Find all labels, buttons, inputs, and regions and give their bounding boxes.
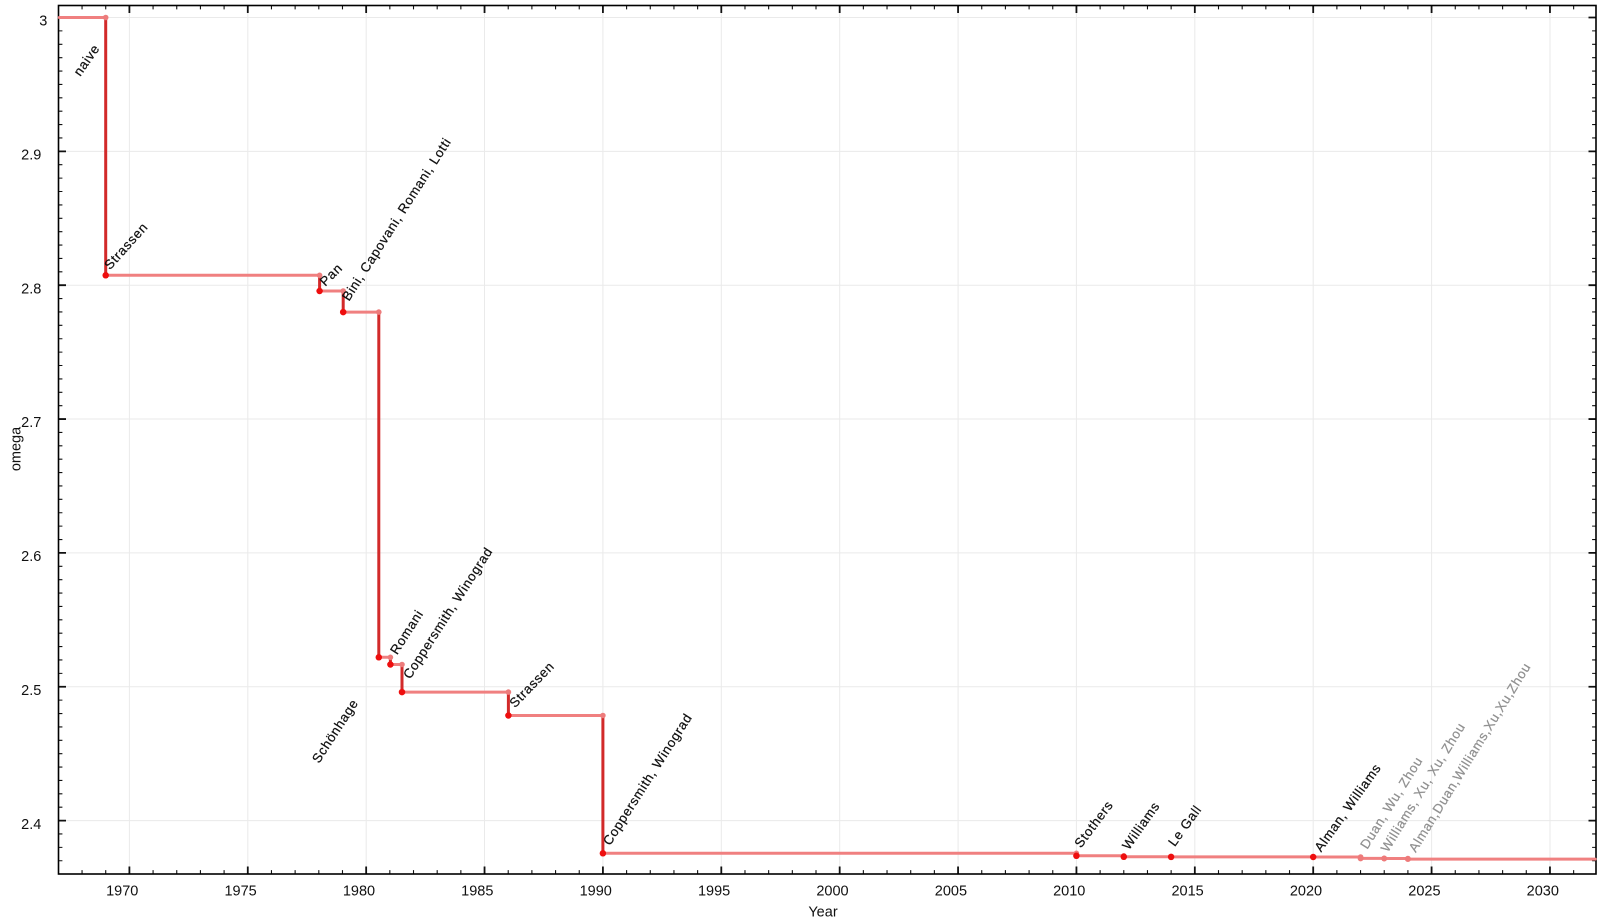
svg-text:2000: 2000 — [816, 884, 848, 900]
svg-text:1985: 1985 — [461, 884, 493, 900]
svg-text:2005: 2005 — [935, 884, 967, 900]
svg-text:2.5: 2.5 — [21, 683, 41, 699]
svg-text:2.6: 2.6 — [21, 549, 41, 565]
svg-text:2015: 2015 — [1171, 884, 1203, 900]
svg-text:1970: 1970 — [106, 884, 138, 900]
svg-text:2.8: 2.8 — [21, 281, 41, 297]
svg-text:1995: 1995 — [698, 884, 730, 900]
svg-text:2.9: 2.9 — [21, 148, 41, 164]
svg-text:2030: 2030 — [1527, 884, 1559, 900]
svg-text:2010: 2010 — [1053, 884, 1085, 900]
svg-text:3: 3 — [39, 14, 47, 30]
svg-text:2020: 2020 — [1290, 884, 1322, 900]
svg-text:2.4: 2.4 — [21, 817, 41, 833]
svg-text:1975: 1975 — [224, 884, 256, 900]
svg-text:2025: 2025 — [1408, 884, 1440, 900]
svg-text:omega: omega — [8, 426, 24, 471]
svg-text:1980: 1980 — [343, 884, 375, 900]
svg-text:2.7: 2.7 — [21, 415, 41, 431]
svg-text:Year: Year — [808, 905, 837, 920]
svg-text:1990: 1990 — [580, 884, 612, 900]
